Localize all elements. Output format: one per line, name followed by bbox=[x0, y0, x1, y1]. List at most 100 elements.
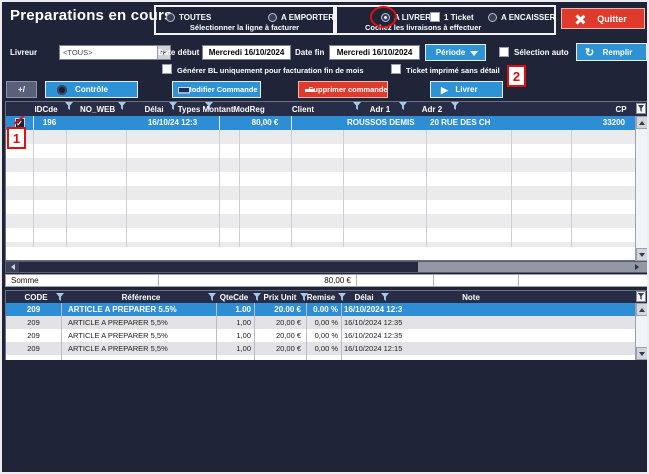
col-header-idcde[interactable]: IDCde bbox=[34, 104, 58, 114]
radio-a-emporter[interactable] bbox=[268, 13, 277, 22]
supprimer-commande-button[interactable]: Supprimer commande bbox=[298, 81, 388, 98]
lines-vertical-scrollbar[interactable] bbox=[635, 303, 647, 360]
plus-moins-button[interactable]: +/ bbox=[6, 81, 37, 98]
orders-vertical-scrollbar[interactable] bbox=[635, 116, 647, 261]
annotation-step-2: 2 bbox=[507, 65, 526, 87]
ticket-checkbox[interactable] bbox=[430, 12, 440, 22]
radio-a-encaisser-label[interactable]: A ENCAISSER bbox=[501, 13, 556, 22]
scroll-up-button[interactable] bbox=[636, 116, 647, 129]
filter-icon[interactable] bbox=[253, 293, 261, 301]
radio-toutes-label[interactable]: TOUTES bbox=[179, 13, 212, 22]
lines-table-header: CODE Référence QteCde Prix Unit Remise D… bbox=[6, 291, 647, 303]
scroll-up-button[interactable] bbox=[636, 303, 647, 316]
col-header-code[interactable]: CODE bbox=[24, 292, 48, 302]
date-debut-field[interactable]: Mercredi 16/10/2024 bbox=[202, 45, 291, 60]
scroll-down-button[interactable] bbox=[636, 347, 647, 360]
line-row-selected[interactable]: 209 ARTICLE A PREPARER 5.5% 1.00 20.00 €… bbox=[6, 303, 635, 316]
filter-icon[interactable] bbox=[338, 293, 346, 301]
keyboard-icon bbox=[178, 87, 190, 94]
livreur-dropdown[interactable]: <TOUS> bbox=[59, 45, 171, 60]
scroll-right-button[interactable] bbox=[631, 262, 643, 272]
cell-delai: 16/10/2024 12:35 bbox=[344, 318, 403, 327]
livreur-value: <TOUS> bbox=[63, 48, 93, 57]
col-header-note[interactable]: Note bbox=[462, 292, 480, 302]
filter-icon[interactable] bbox=[56, 293, 64, 301]
radio-a-emporter-label[interactable]: A EMPORTER bbox=[281, 13, 335, 22]
filter-icon[interactable] bbox=[169, 102, 177, 110]
filter-icon[interactable] bbox=[399, 102, 407, 110]
cell-remise: 0,00 % bbox=[314, 318, 338, 327]
col-header-types[interactable]: Types bbox=[177, 104, 201, 114]
quit-button[interactable]: Quitter bbox=[561, 8, 645, 29]
ticket-sans-detail-label[interactable]: Ticket imprimé sans détail bbox=[406, 66, 500, 75]
col-header-prix-unit[interactable]: Prix Unit bbox=[263, 292, 297, 302]
play-icon: ▶ bbox=[441, 85, 448, 95]
scroll-left-button[interactable] bbox=[6, 262, 19, 272]
line-row[interactable]: 209 ARTICLE A PREPARER 5,5% 1,00 20,00 €… bbox=[6, 316, 635, 329]
cell-code: 209 bbox=[27, 344, 40, 353]
cell-remise: 0,00 % bbox=[314, 344, 338, 353]
column-filter-icon[interactable] bbox=[636, 291, 646, 302]
radio-a-livrer-label[interactable]: A LIVRER bbox=[394, 13, 432, 22]
remplir-button[interactable]: ↻ Remplir bbox=[576, 43, 647, 61]
cell-types bbox=[219, 116, 239, 130]
dropdown-arrow-button[interactable] bbox=[157, 46, 170, 59]
orders-table-header: IDCde NO_WEB Délai Types Montant ModReg … bbox=[6, 102, 647, 116]
col-header-no-web[interactable]: NO_WEB bbox=[80, 104, 116, 114]
col-header-client[interactable]: Client bbox=[291, 104, 315, 114]
selection-auto-checkbox[interactable] bbox=[499, 47, 509, 57]
cell-cp: 33200 bbox=[602, 118, 625, 127]
ticket-sans-detail-checkbox[interactable] bbox=[391, 64, 401, 74]
arrow-down-icon bbox=[639, 252, 645, 257]
cell-delai: 16/10/2024 12:15 bbox=[344, 344, 403, 353]
col-header-modreg[interactable]: ModReg bbox=[233, 104, 265, 114]
filter-icon[interactable] bbox=[208, 293, 216, 301]
col-header-qtecde[interactable]: QteCde bbox=[219, 292, 249, 302]
generer-bl-checkbox[interactable] bbox=[162, 64, 172, 74]
lines-table-body: 209 ARTICLE A PREPARER 5.5% 1.00 20.00 €… bbox=[6, 303, 635, 360]
somme-row: Somme 80,00 € bbox=[5, 274, 647, 287]
scrollbar-thumb[interactable] bbox=[418, 262, 647, 272]
col-header-montant[interactable]: Montant bbox=[202, 104, 234, 114]
controle-button[interactable]: Contrôle bbox=[45, 81, 138, 98]
radio-toutes[interactable] bbox=[166, 13, 175, 22]
col-header-reference[interactable]: Référence bbox=[121, 292, 161, 302]
date-fin-field[interactable]: Mercredi 16/10/2024 bbox=[329, 45, 420, 60]
somme-value: 80,00 € bbox=[324, 276, 351, 285]
line-row[interactable]: 209 ARTICLE A PREPARER 5,5% 1,00 20,00 €… bbox=[6, 329, 635, 342]
ticket-checkbox-label[interactable]: 1 Ticket bbox=[444, 13, 474, 22]
radio-a-encaisser[interactable] bbox=[488, 13, 497, 22]
col-header-adr2[interactable]: Adr 2 bbox=[421, 104, 443, 114]
col-header-delai2[interactable]: Délai bbox=[354, 292, 374, 302]
orders-horizontal-scrollbar[interactable] bbox=[5, 261, 647, 273]
filter-icon[interactable] bbox=[65, 102, 73, 110]
livrer-button[interactable]: ▶ Livrer bbox=[430, 81, 503, 98]
annotation-circle-a-livrer bbox=[370, 6, 397, 28]
col-header-adr1[interactable]: Adr 1 bbox=[369, 104, 391, 114]
orders-table-empty-rows[interactable] bbox=[6, 116, 635, 247]
filter-icon[interactable] bbox=[381, 293, 389, 301]
periode-button[interactable]: Période bbox=[425, 44, 486, 61]
column-filter-icon[interactable] bbox=[636, 103, 646, 114]
close-icon bbox=[574, 14, 585, 25]
filter-icon[interactable] bbox=[451, 102, 459, 110]
filter-icon[interactable] bbox=[300, 293, 308, 301]
selection-auto-label[interactable]: Sélection auto bbox=[514, 48, 569, 57]
col-header-remise[interactable]: Remise bbox=[306, 292, 336, 302]
livrer-button-label: Livrer bbox=[455, 85, 478, 94]
modifier-commande-button[interactable]: Modifier Commande bbox=[172, 81, 261, 98]
generer-bl-label[interactable]: Générer BL uniquement pour facturation f… bbox=[177, 66, 364, 75]
orders-table: IDCde NO_WEB Délai Types Montant ModReg … bbox=[5, 101, 647, 261]
order-row-selected[interactable]: ✓ 196 16/10/24 12:3 80,00 € ROUSSOS DEMI… bbox=[6, 116, 635, 130]
chevron-down-icon bbox=[470, 51, 478, 56]
cell-modreg bbox=[291, 116, 343, 130]
cell-qte: 1.00 bbox=[235, 305, 251, 314]
filter-icon[interactable] bbox=[118, 102, 126, 110]
line-row[interactable]: 209 ARTICLE A PREPARER 5,5% 1,00 20,00 €… bbox=[6, 342, 635, 355]
periode-button-label: Période bbox=[435, 48, 466, 57]
col-header-cp[interactable]: CP bbox=[615, 104, 627, 114]
filter-icon[interactable] bbox=[353, 102, 361, 110]
filter-icon[interactable] bbox=[205, 102, 213, 110]
scroll-down-button[interactable] bbox=[636, 248, 647, 261]
col-header-delai[interactable]: Délai bbox=[144, 104, 164, 114]
